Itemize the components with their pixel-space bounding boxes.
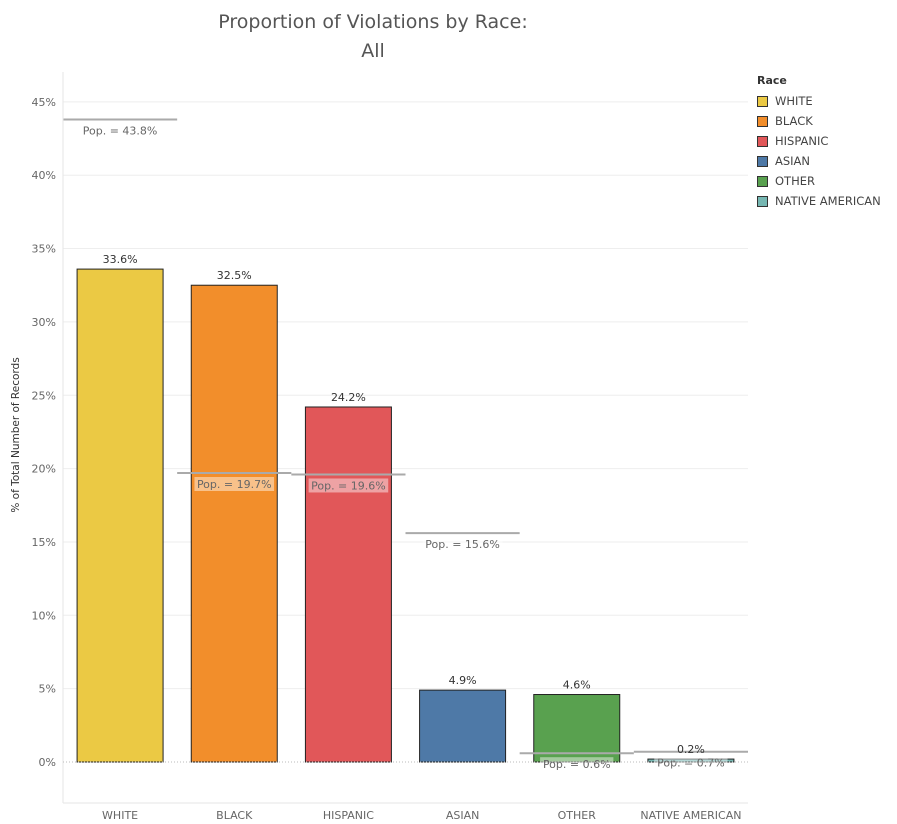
population-label-bg — [308, 478, 389, 493]
bar — [533, 694, 621, 763]
bar-value-label: 0.2% — [677, 743, 705, 756]
legend-items: WHITE BLACK HISPANIC ASIAN OTHER NATIVE AMERI… — [757, 91, 897, 211]
legend-swatch — [757, 95, 768, 107]
legend-swatch — [757, 195, 768, 207]
legend-item: OTHER — [757, 171, 897, 191]
bar-value-label: 24.2% — [331, 391, 366, 404]
gridlines — [63, 101, 748, 690]
y-tick-label: 40% — [32, 169, 56, 182]
population-label: Pop. = 43.8% — [83, 124, 158, 137]
axes: 0% 5% 10% 15% 20% 25% 30% 35% 40% 45% WHITE BLACK HI… — [32, 72, 748, 822]
population-label-bg — [194, 477, 275, 492]
chart-title: Proportion of Violations by Race: All — [150, 8, 596, 66]
legend-label: WHITE — [775, 94, 813, 108]
bar-value-label: 4.6% — [563, 679, 591, 692]
y-tick-label: 35% — [32, 243, 56, 256]
chart-title-line-1: Proportion of Violations by Race: — [218, 11, 528, 33]
legend: Race WHITE BLACK HISPANIC ASIAN OTHER NATIVE … — [757, 74, 897, 211]
y-tick-label: 20% — [32, 463, 56, 476]
legend-item: BLACK — [757, 111, 897, 131]
y-tick-label: 30% — [32, 316, 56, 329]
y-tick-label: 45% — [32, 96, 56, 109]
x-tick-label: NATIVE AMERICAN — [640, 809, 741, 822]
population-label-bg — [422, 537, 503, 552]
population-label-bg — [654, 755, 728, 770]
bars — [76, 268, 735, 763]
y-tick-label: 10% — [32, 609, 56, 622]
y-tick-label: 25% — [32, 389, 56, 402]
legend-title: Race — [757, 74, 787, 87]
legend-swatch — [757, 135, 768, 147]
data-labels: 33.6% 32.5% 24.2% 4.9% 4.6% 0.2% — [103, 253, 705, 756]
legend-label: NATIVE AMERICAN — [775, 194, 881, 208]
population-label-bg — [540, 757, 614, 772]
legend-item: NATIVE AMERICAN — [757, 191, 897, 211]
bar — [190, 284, 278, 763]
legend-item: WHITE — [757, 91, 897, 111]
y-tick-label: 5% — [39, 683, 56, 696]
bar-value-label: 33.6% — [103, 253, 138, 266]
bar — [304, 406, 392, 763]
legend-swatch — [757, 175, 768, 187]
bar — [419, 689, 507, 763]
y-axis-label: % of Total Number of Records — [10, 357, 22, 512]
legend-item: ASIAN — [757, 151, 897, 171]
x-tick-label: OTHER — [558, 809, 597, 822]
x-tick-label: ASIAN — [446, 809, 480, 822]
bar — [76, 268, 164, 763]
bar-value-label: 32.5% — [217, 269, 252, 282]
legend-swatch — [757, 115, 768, 127]
x-tick-label: HISPANIC — [323, 809, 374, 822]
y-tick-label: 15% — [32, 536, 56, 549]
population-label: Pop. = 0.7% — [657, 757, 725, 770]
legend-label: BLACK — [775, 114, 813, 128]
population-label-bg — [80, 123, 160, 138]
legend-label: OTHER — [775, 174, 815, 188]
legend-item: HISPANIC — [757, 131, 897, 151]
legend-label: HISPANIC — [775, 134, 829, 148]
bar-value-label: 4.9% — [449, 674, 477, 687]
population-label: Pop. = 19.6% — [311, 479, 386, 492]
population-label: Pop. = 0.6% — [543, 758, 611, 771]
x-tick-label: BLACK — [216, 809, 253, 822]
chart-title-line-2: All — [361, 40, 385, 62]
y-tick-label: 0% — [39, 756, 56, 769]
population-label: Pop. = 19.7% — [197, 478, 272, 491]
x-tick-label: WHITE — [102, 809, 138, 822]
legend-swatch — [757, 155, 768, 167]
population-markers: Pop. = 43.8% Pop. = 19.7% Pop. = 19.6% Pop.… — [63, 118, 748, 772]
population-label: Pop. = 15.6% — [425, 538, 500, 551]
legend-label: ASIAN — [775, 154, 811, 168]
